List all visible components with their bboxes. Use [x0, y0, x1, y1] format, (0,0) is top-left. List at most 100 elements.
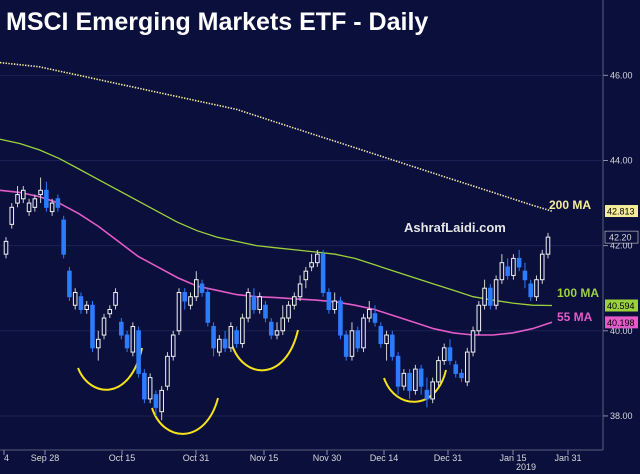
candle-body — [505, 266, 510, 276]
x-tick-label: Nov 30 — [313, 453, 342, 463]
candle-body — [418, 368, 424, 387]
moving-average-lines — [0, 61, 553, 336]
y-tick-label: 44.00 — [610, 155, 633, 165]
candle-body — [424, 389, 430, 400]
candle-body — [366, 309, 372, 319]
candle-body — [61, 219, 66, 255]
candle-body — [436, 360, 441, 383]
x-tick-label: Sep 28 — [31, 453, 60, 463]
candle-body — [263, 304, 268, 319]
x-tick-label: Nov 15 — [250, 453, 279, 463]
x-axis-ticks: 4 Sep 28 Oct 15 Oct 31 Nov 15 Nov 30 Dec 14 Dec… — [3, 450, 582, 463]
candle-body — [49, 202, 55, 213]
value-flag — [605, 316, 638, 329]
year-label: 2019 — [516, 462, 536, 472]
candle-body — [251, 296, 257, 311]
candle-body — [84, 304, 90, 311]
candle-body — [332, 300, 337, 311]
candle-body — [142, 372, 147, 400]
candle-body — [170, 334, 176, 357]
y-tick-label: 42.00 — [610, 241, 633, 251]
candle-body — [516, 257, 522, 268]
candle-body — [176, 291, 182, 332]
candle-body — [245, 291, 251, 319]
x-tick-label: Jan 15 — [499, 453, 526, 463]
ma55-label: 55 MA — [557, 310, 593, 324]
x-tick-label: 4 — [4, 453, 9, 463]
candle-body — [511, 257, 516, 276]
candle-body — [522, 270, 528, 281]
candle-body — [343, 334, 349, 357]
chart-title: MSCI Emerging Markets ETF - Daily — [6, 8, 428, 36]
ma-labels: 200 MA 42.813 100 MA 40.594 55 MA 40.198 42.20 — [549, 198, 639, 329]
candle-body — [257, 296, 262, 311]
candle-body — [274, 330, 280, 336]
candle-body — [32, 198, 38, 208]
candle-body — [147, 377, 153, 400]
candle-body — [44, 189, 49, 208]
candle-body — [545, 236, 551, 255]
smile-annotations — [77, 329, 447, 435]
candle-body — [3, 240, 9, 255]
candle-body — [280, 317, 286, 332]
candle-body — [211, 326, 216, 349]
value-flag-label: 40.594 — [607, 301, 635, 311]
candle-body — [193, 279, 199, 298]
candle-body — [488, 287, 493, 306]
x-tick-label: Oct 31 — [183, 453, 210, 463]
grid — [0, 74, 603, 417]
candle-body — [378, 326, 384, 345]
candle-body — [355, 330, 361, 349]
candle-body — [113, 291, 118, 306]
candle-body — [38, 189, 43, 196]
ma100-label: 100 MA — [557, 286, 599, 300]
candle-body — [9, 206, 15, 225]
last-price-flag — [604, 230, 639, 244]
candle-body — [101, 317, 107, 336]
candle-body — [482, 287, 487, 306]
value-flag-label: 40.198 — [607, 318, 635, 328]
candle-body — [303, 270, 309, 281]
candle-body — [26, 202, 32, 213]
x-tick-label: Dec 14 — [370, 453, 399, 463]
candle-body — [476, 304, 482, 332]
x-tick-label: Dec 31 — [434, 453, 463, 463]
candle-body — [384, 334, 389, 345]
candle-body — [228, 326, 234, 349]
candle-body — [199, 283, 205, 293]
candle-body — [124, 334, 130, 349]
candle-body — [15, 194, 20, 204]
x-tick-label: Jan 31 — [554, 453, 581, 463]
candle-body — [320, 253, 326, 293]
candle-body — [292, 296, 297, 306]
candle-body — [95, 338, 101, 349]
candle-body — [268, 321, 274, 336]
candle-body — [136, 330, 141, 374]
candle-body — [119, 321, 124, 336]
x-tick-label: Oct 15 — [109, 453, 136, 463]
candle-body — [401, 372, 407, 387]
ma200-line — [0, 61, 553, 212]
candle-body — [67, 270, 72, 298]
candle-body — [55, 198, 61, 208]
candle-body — [159, 389, 164, 413]
candle-body — [528, 283, 533, 298]
candle-body — [395, 355, 401, 387]
value-flag-label: 42.813 — [607, 207, 635, 217]
candle-body — [326, 291, 332, 311]
candles — [3, 177, 551, 421]
candle-body — [205, 291, 211, 323]
candle-body — [182, 291, 188, 302]
candle-body — [188, 296, 193, 306]
y-tick-label: 38.00 — [610, 411, 633, 421]
value-flag — [605, 205, 638, 218]
candle-body — [240, 317, 245, 345]
candle-body — [286, 304, 291, 319]
y-tick-label: 46.00 — [610, 70, 633, 80]
candle-body — [453, 364, 459, 374]
ma100-line — [0, 138, 553, 307]
candle-body — [534, 279, 539, 298]
smile-curve — [231, 329, 299, 372]
ma200-label: 200 MA — [549, 198, 591, 212]
